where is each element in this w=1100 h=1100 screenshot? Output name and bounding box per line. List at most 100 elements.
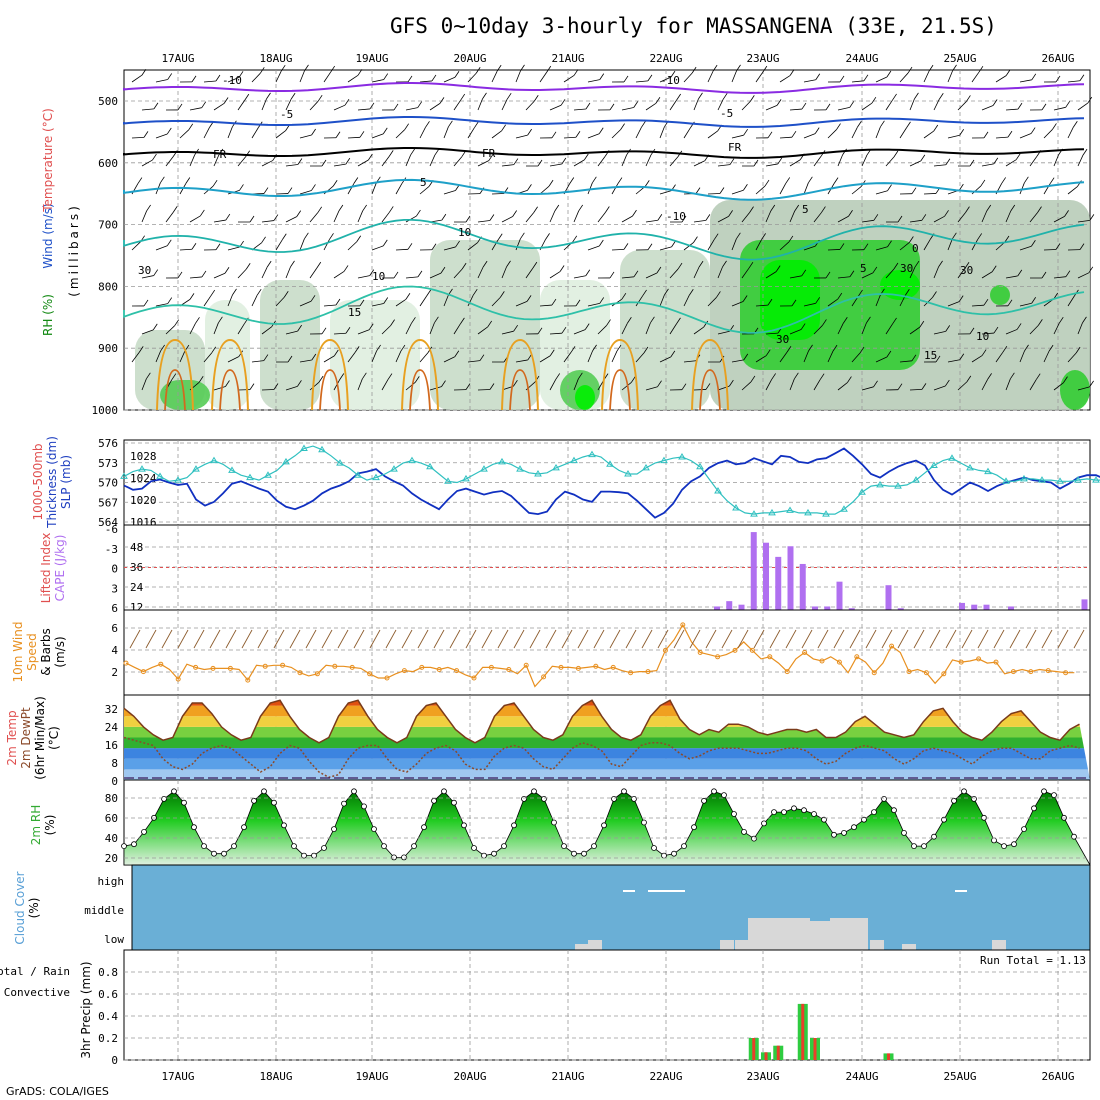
wind-barb-flag [201, 101, 207, 108]
wind-barb-flag [160, 176, 165, 184]
wind-barb-flag [1031, 239, 1036, 247]
wind-barb-flag [249, 383, 255, 390]
wind-tick: 2 [111, 666, 118, 679]
cape-bar [787, 546, 794, 610]
wind-barb [741, 101, 751, 111]
wind-barb-flag [819, 373, 825, 380]
precip-tick: 0.4 [98, 1010, 118, 1023]
wind10-barb [545, 629, 557, 649]
isotherm-25 [699, 369, 721, 411]
wind-barb-flag [537, 327, 543, 335]
wind-barb-flag [671, 240, 676, 248]
wind-speed-marker [854, 654, 860, 660]
wind-barb-flag [871, 96, 877, 104]
wind-barb [285, 216, 297, 223]
wind-barb [611, 248, 625, 251]
wind10-barb [257, 629, 269, 649]
wind-barb [1029, 155, 1038, 167]
bottom-day-label: 18AUG [259, 1070, 292, 1083]
lifted-index-tick: -6 [105, 523, 118, 536]
wind-barb [539, 304, 552, 307]
rh-marker [281, 822, 287, 829]
wind-barb-flag [705, 383, 711, 390]
wind-barb-flag [356, 235, 362, 242]
wind-barb-flag [533, 95, 539, 102]
wind-speed-marker [645, 669, 651, 675]
wind-barb [299, 300, 312, 307]
wind-barb-flag [642, 289, 647, 297]
wind-barb [813, 379, 821, 391]
high-cloud-block [955, 890, 967, 892]
wind-barb-flag [345, 327, 351, 334]
wind10-barb [241, 629, 253, 649]
wind-barb [803, 302, 816, 307]
wind-barb-flag [911, 354, 917, 362]
slp-tick: 1024 [130, 472, 157, 485]
wind-barb-flag [382, 127, 388, 135]
wind-speed-marker [193, 664, 199, 670]
top-day-label: 23AUG [746, 52, 779, 65]
wind-barb-flag [368, 323, 374, 330]
wind-barb-flag [357, 69, 363, 76]
wind-barb-flag [575, 299, 581, 307]
wind-speed-marker [297, 670, 303, 676]
wind-barb-flag [296, 210, 302, 217]
isotherm-25 [609, 369, 631, 411]
wind-barb-flag [650, 316, 655, 324]
thickness-marker [786, 506, 794, 513]
thickness-marker [174, 476, 182, 483]
wind-barb-flag [166, 239, 172, 247]
wind-barb-flag [174, 319, 180, 326]
wind-barb [237, 99, 246, 111]
wind-barb-flag [329, 233, 334, 240]
thickness-marker [678, 453, 686, 460]
wind-barb-flag [664, 288, 669, 296]
wind-barb-flag [548, 179, 554, 187]
wind-barb [933, 330, 946, 335]
wind-barb [467, 360, 480, 363]
wind-barb-flag [656, 266, 662, 274]
isotherm-5 [123, 178, 1085, 201]
wind-barb-flag [952, 64, 957, 72]
wind-barb [909, 388, 923, 391]
thickness-marker [606, 460, 614, 467]
wind-barb-flag [290, 92, 296, 100]
wind-barb [1067, 80, 1080, 83]
wind-barb [971, 185, 982, 195]
wind-barb [1053, 215, 1065, 223]
rh-marker [591, 843, 597, 849]
bottom-day-label: 19AUG [355, 1070, 388, 1083]
rh-marker [911, 843, 917, 849]
wind-barb-flag [964, 262, 970, 269]
wind-barb [635, 295, 643, 307]
wind-barb-flag [815, 73, 821, 80]
isotherm-label: 5 [420, 176, 427, 189]
wind-barb [141, 159, 153, 167]
wind-barb [755, 185, 766, 195]
wind10-barb [1073, 629, 1085, 649]
isotherm-label: 15 [348, 306, 361, 319]
wind-barb [837, 107, 850, 111]
wind-barb [453, 156, 463, 167]
wind-barb [213, 322, 219, 335]
wind-barb-flag [382, 239, 388, 247]
temp-band [124, 758, 1090, 770]
wind-barb-flag [304, 232, 309, 240]
rh-marker [391, 854, 397, 861]
wind-barb [491, 70, 498, 83]
wind-barb-flag [487, 320, 493, 328]
wind-barb [155, 245, 168, 251]
rh-tick: 40 [105, 832, 118, 845]
wind-barb-flag [914, 92, 919, 100]
sounding-ylabels: Wind (m/s) Temperature (°C) RH (%) (mill… [41, 108, 81, 336]
wind-barb-flag [393, 271, 399, 279]
wind-barb [323, 355, 335, 363]
wind-barb-flag [1052, 123, 1057, 130]
rh-ylabel: 2m RH [29, 805, 43, 846]
thickness-marker [246, 473, 254, 481]
rh-marker [161, 796, 167, 802]
thickness-marker [642, 463, 650, 471]
wind-barb [525, 267, 534, 279]
thickness-tick: 573 [98, 457, 118, 470]
wind-barb-flag [987, 373, 992, 380]
